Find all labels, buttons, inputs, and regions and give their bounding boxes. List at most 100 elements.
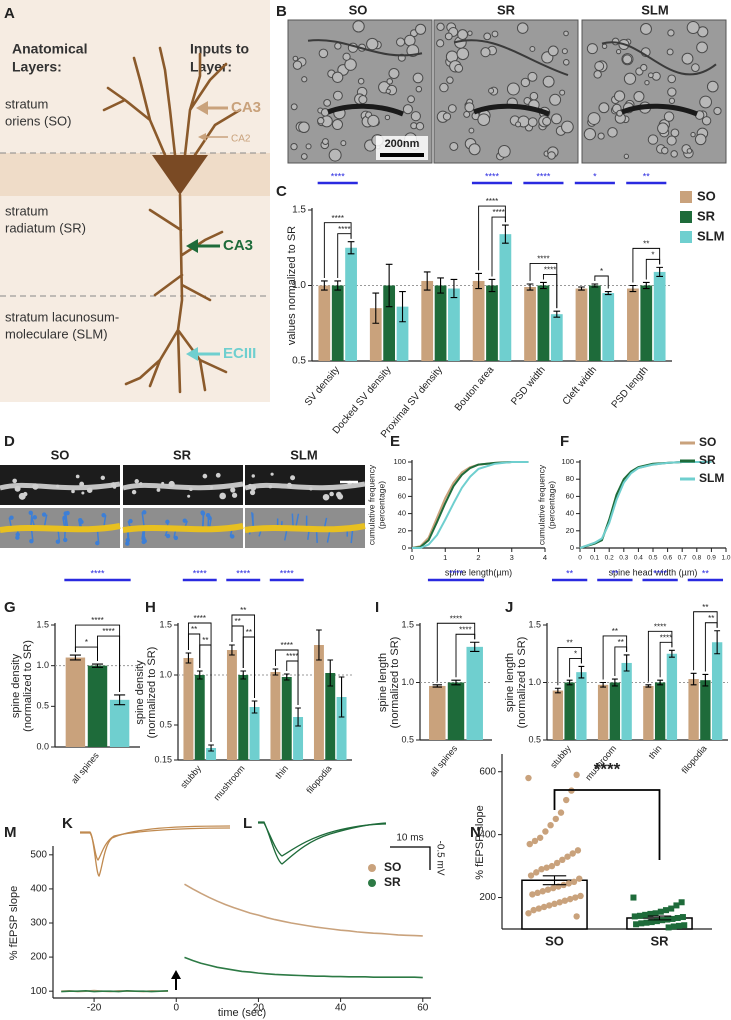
significance-label: ****	[660, 633, 672, 642]
bar	[711, 642, 723, 740]
vesicle	[594, 61, 605, 72]
data-point	[570, 878, 578, 886]
vesicle	[415, 23, 427, 35]
bar	[564, 682, 575, 740]
vesicle	[647, 72, 654, 79]
data-point	[538, 866, 545, 873]
bar	[653, 271, 666, 361]
spine-head	[41, 512, 47, 517]
vesicle	[529, 45, 536, 52]
y-axis-label: (normalized to SR)	[389, 637, 401, 729]
error-bar	[327, 659, 334, 687]
vesicle	[334, 42, 342, 50]
line-series	[579, 461, 712, 549]
vesicle	[331, 71, 344, 83]
x-tick-label: filopodia	[304, 763, 333, 795]
x-tick-label: 20	[253, 1003, 265, 1014]
panel-label: F	[560, 433, 569, 450]
data-point	[549, 884, 557, 892]
significance-label: ****	[102, 627, 114, 636]
error-bar	[316, 629, 322, 661]
spine-head	[15, 535, 20, 540]
legend-swatch	[680, 231, 692, 243]
x-tick-label: SR	[650, 933, 669, 948]
x-tick-label: all spines	[69, 750, 101, 786]
significance-bracket	[693, 611, 718, 671]
y-axis-label: cumulative frequency	[536, 464, 546, 545]
micrograph-label: SR	[497, 2, 516, 17]
error-bar	[295, 707, 301, 727]
data-point	[535, 905, 543, 912]
data-point	[539, 888, 546, 895]
significance-label: ****	[449, 568, 464, 578]
vesicle	[667, 74, 677, 84]
vesicle	[586, 43, 598, 55]
x-tick-label: thin	[646, 743, 663, 761]
layer-name: stratum	[5, 96, 48, 111]
y-axis-label: cumulative frequency	[366, 464, 376, 545]
bar	[87, 665, 108, 747]
vesicle	[407, 95, 415, 104]
inputs-heading: Inputs to	[190, 41, 249, 57]
error-bar	[283, 673, 290, 681]
x-tick-label: 0.9	[707, 555, 716, 562]
vesicle	[468, 143, 481, 156]
vesicle	[463, 110, 471, 118]
data-point	[561, 897, 569, 904]
bar	[472, 280, 485, 361]
significance-label: *	[593, 171, 597, 181]
data-point	[676, 922, 683, 929]
data-point	[527, 872, 535, 879]
spine-head	[125, 541, 130, 546]
data-point	[577, 892, 584, 900]
error-bar	[321, 280, 328, 291]
spine-signal	[286, 482, 292, 488]
spine-signal	[249, 489, 256, 496]
input-label: CA2	[231, 134, 251, 145]
data-point	[678, 899, 685, 906]
y-tick-label: 40	[398, 509, 406, 518]
vesicle	[516, 22, 529, 34]
vesicle	[549, 93, 562, 106]
spine-head	[173, 535, 179, 541]
bar	[226, 650, 237, 760]
bar	[429, 685, 446, 740]
vesicle	[616, 49, 622, 55]
x-tick-label: SV density	[303, 365, 342, 409]
error-bar	[385, 263, 393, 308]
y-tick-label: 100	[393, 457, 406, 466]
apical-dendrite	[124, 193, 228, 394]
bar	[447, 682, 465, 740]
dendrite-shaft	[0, 523, 121, 533]
spine-signal	[100, 475, 106, 481]
vesicle	[686, 148, 693, 154]
vesicle	[623, 153, 630, 159]
significance-label: ****	[486, 197, 498, 206]
vesicle	[661, 146, 669, 155]
y-tick-label: 1.0	[36, 660, 49, 670]
vesicle	[412, 72, 424, 84]
significance-label: *	[85, 638, 88, 647]
data-point	[569, 850, 576, 857]
spine-signal	[14, 485, 21, 492]
data-point	[679, 914, 686, 921]
x-tick-label: 0.3	[619, 555, 628, 562]
layers-heading: Anatomical	[12, 41, 87, 57]
vesicle	[561, 48, 568, 55]
vesicle	[396, 37, 406, 47]
inset-trace	[258, 821, 387, 865]
x-tick-label: 0.7	[678, 555, 687, 562]
bar	[576, 672, 587, 740]
legend-label: SO	[699, 435, 716, 449]
vesicle	[464, 102, 475, 113]
data-point	[652, 910, 659, 917]
vesicle	[583, 127, 597, 141]
spine-head	[55, 539, 61, 544]
bar	[537, 285, 550, 361]
synapse	[473, 103, 550, 117]
vesicle	[491, 30, 499, 38]
data-point	[572, 894, 579, 901]
bar	[281, 677, 292, 760]
membrane	[453, 39, 569, 77]
y-tick-label: 300	[30, 918, 47, 929]
